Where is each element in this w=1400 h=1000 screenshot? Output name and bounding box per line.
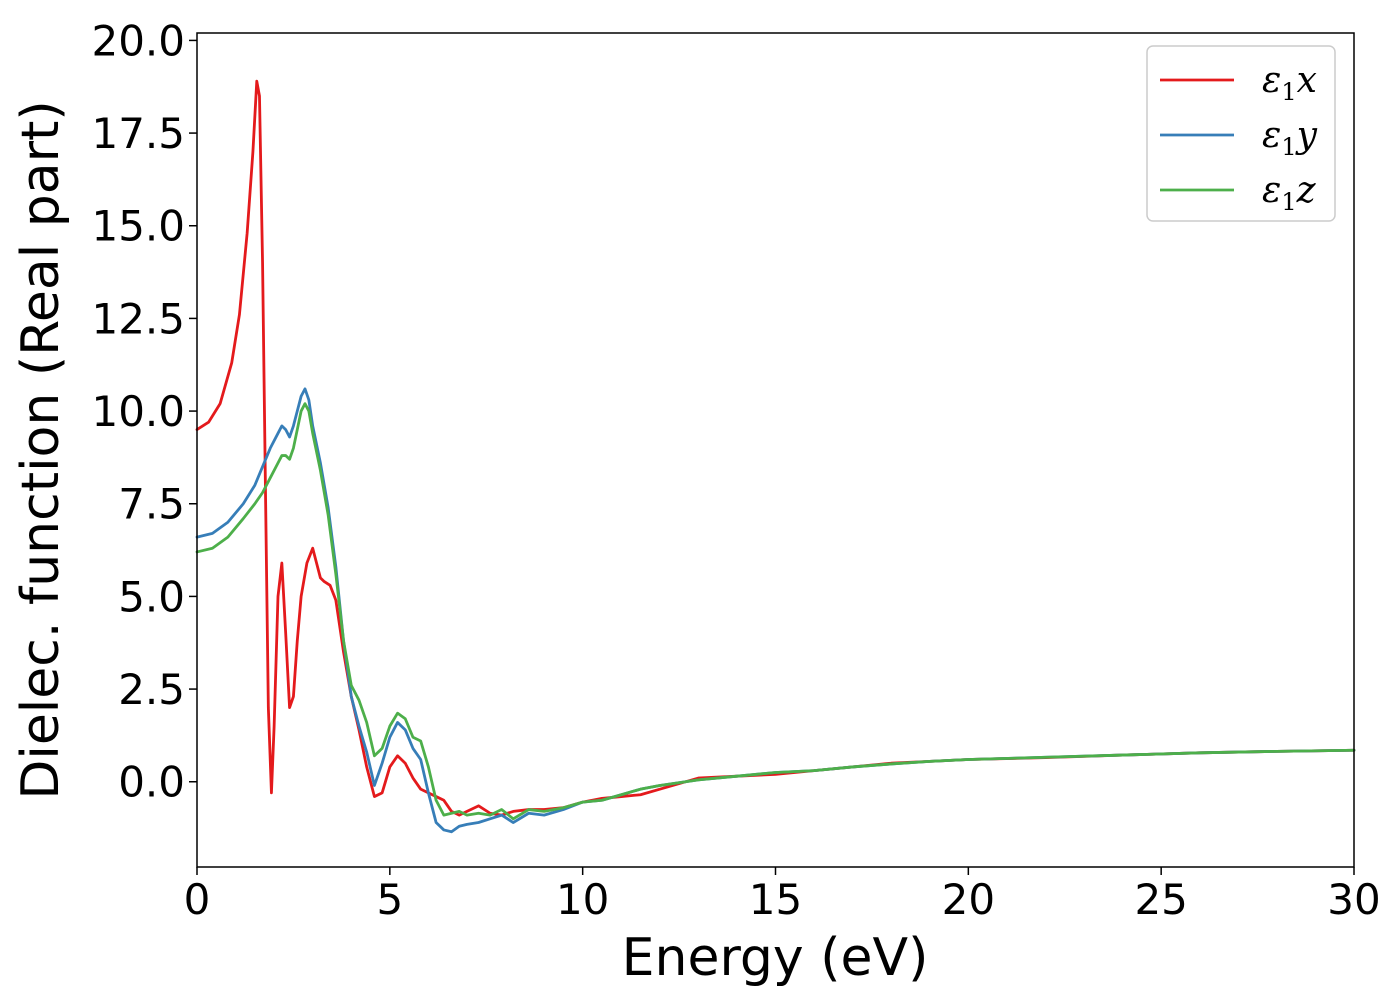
series-line-y [195, 387, 1356, 834]
y-tick-label: 15.0 [91, 202, 185, 251]
x-axis: 0 5 10 15 20 25 30 [184, 867, 1381, 924]
x-tick-label: 5 [376, 875, 403, 924]
x-tick-label: 10 [556, 875, 609, 924]
y-tick-label: 12.5 [91, 294, 185, 343]
x-tick-label: 15 [749, 875, 802, 924]
legend-variable: x [1297, 60, 1317, 101]
x-tick-label: 25 [1134, 875, 1187, 924]
series-line-z [195, 402, 1356, 821]
y-axis-title: Dielec. function (Real part) [11, 100, 71, 799]
y-tick-label: 5.0 [118, 572, 185, 621]
legend-symbol: ε [1262, 60, 1281, 101]
x-tick-label: 20 [942, 875, 995, 924]
x-axis-title: Energy (eV) [622, 928, 929, 988]
legend-subscript: 1 [1281, 78, 1296, 106]
legend-box [1146, 45, 1336, 222]
series-layer [195, 79, 1356, 834]
y-axis: 0.0 2.5 5.0 7.5 10.0 12.5 15.0 17.5 20.0 [91, 16, 197, 807]
y-tick-label: 2.5 [118, 665, 185, 714]
y-tick-label: 10.0 [91, 387, 185, 436]
legend-label-x: ε1x [1262, 60, 1317, 106]
y-tick-label: 7.5 [118, 480, 185, 529]
y-tick-label: 0.0 [118, 758, 185, 807]
legend-variable: y [1295, 115, 1318, 156]
legend-variable: z [1296, 170, 1317, 211]
legend-symbol: ε [1262, 115, 1281, 156]
y-tick-label: 17.5 [91, 109, 185, 158]
legend-label-z: ε1z [1262, 170, 1317, 216]
legend-subscript: 1 [1281, 188, 1296, 216]
y-tick-label: 20.0 [91, 16, 185, 65]
x-tick-label: 30 [1327, 875, 1380, 924]
legend-label-y: ε1y [1262, 115, 1318, 161]
x-tick-label: 0 [184, 875, 211, 924]
legend-subscript: 1 [1281, 133, 1296, 161]
legend-symbol: ε [1262, 170, 1281, 211]
